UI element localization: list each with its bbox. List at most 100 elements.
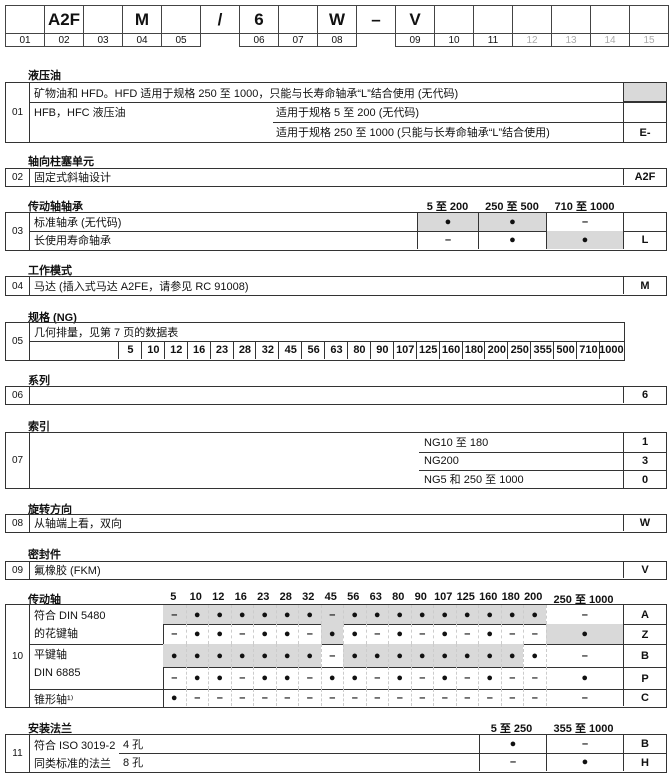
size-value: 710 <box>576 341 600 359</box>
shaft-size-header: 23 <box>257 591 270 603</box>
shaft-type-label: 锥形轴¹⁾ <box>34 691 73 709</box>
type-code-position-cell: M <box>122 5 162 34</box>
code-cell: 1 <box>623 433 666 452</box>
section-number: 11 <box>6 735 30 772</box>
position-number: 12 <box>512 34 552 47</box>
type-code-position-cell <box>629 5 669 34</box>
availability-mark: – <box>433 689 456 706</box>
position-number: 01 <box>5 34 45 47</box>
bearing-option-label: 标准轴承 (无代码) <box>34 217 122 229</box>
size-value: 56 <box>301 341 325 359</box>
type-code-position-cell <box>590 5 630 34</box>
availability-mark: ● <box>185 644 208 667</box>
section-title-mounting-flange: 安装法兰 <box>28 723 72 735</box>
index-option-label: NG200 <box>424 454 459 467</box>
availability-mark: ● <box>208 624 231 644</box>
section-title-index: 索引 <box>28 421 50 433</box>
section-number: 05 <box>6 323 30 360</box>
divider <box>163 689 666 690</box>
shaft-type-label-line: 锥形轴¹⁾ <box>34 694 74 706</box>
bearing-option-label: 长使用寿命轴承 <box>34 235 111 247</box>
shaft-size-header: 250 至 1000 <box>553 594 614 606</box>
availability-mark: ● <box>208 644 231 667</box>
availability-mark: – <box>455 689 479 706</box>
availability-mark: – <box>365 624 389 644</box>
availability-mark: – <box>410 624 434 644</box>
size-value: 45 <box>278 341 302 359</box>
availability-mark: ● <box>478 644 501 667</box>
availability-mark: – <box>410 689 434 706</box>
availability-mark: – <box>545 689 624 706</box>
size-range-header: 710 至 1000 <box>554 201 615 213</box>
availability-mark: ● <box>388 605 411 624</box>
availability-mark: ● <box>388 624 411 644</box>
section-number: 06 <box>6 387 30 404</box>
availability-mark: ● <box>455 605 478 624</box>
shaft-type-label-line: 的花键轴 <box>34 628 78 640</box>
type-code-position-cell: 6 <box>239 5 279 34</box>
availability-mark: ● <box>433 624 456 644</box>
availability-mark: ● <box>320 667 344 689</box>
availability-mark: ● <box>253 605 276 624</box>
section-08-box: 08 从轴端上看，双向 W <box>5 514 667 533</box>
code-cell-empty <box>623 83 666 102</box>
section-03-box: 03 标准轴承 (无代码) ● ● – 长使用寿命轴承 – ● ● L <box>5 212 667 251</box>
section-title-operation-mode: 工作模式 <box>28 265 72 277</box>
section-10-box: 10 符合 DIN 5480 的花键轴 平键轴 DIN 6885 锥形轴¹⁾ – ● ● ● ● ●… <box>5 604 667 708</box>
size-value: 180 <box>461 341 486 359</box>
availability-mark: ● <box>433 644 456 667</box>
availability-mark: – <box>545 644 624 667</box>
section-number: 08 <box>6 515 30 532</box>
availability-mark: – <box>410 667 434 689</box>
position-number: 09 <box>395 34 435 47</box>
size-value: 5 <box>118 341 142 359</box>
code-cell: C <box>623 689 666 706</box>
position-number: 10 <box>434 34 474 47</box>
availability-mark: ● <box>275 624 299 644</box>
availability-mark: ● <box>298 605 321 624</box>
position-number: 15 <box>629 34 669 47</box>
divider <box>29 231 666 232</box>
fluid-option-mineral: 矿物油和 HFD。HFD 适用于规格 250 至 1000，只能与长寿命轴承“L… <box>34 87 459 100</box>
divider <box>163 624 666 625</box>
position-number: 05 <box>161 34 201 47</box>
size-value: 10 <box>140 341 165 359</box>
position-number: 07 <box>278 34 318 47</box>
availability-mark: – <box>320 605 343 624</box>
availability-mark: ● <box>478 213 546 231</box>
divider <box>119 753 666 754</box>
position-number: 13 <box>551 34 591 47</box>
shaft-size-header: 160 <box>479 591 498 603</box>
size-value: 12 <box>163 341 188 359</box>
size-value: 200 <box>484 341 508 359</box>
availability-mark: ● <box>275 644 298 667</box>
size-value: 63 <box>324 341 348 359</box>
availability-mark: – <box>523 624 546 644</box>
availability-mark: ● <box>523 605 546 624</box>
availability-mark: – <box>185 689 209 706</box>
availability-mark: ● <box>185 624 209 644</box>
flange-hole-option: 4 孔 <box>123 739 144 751</box>
section-01-box: 01 矿物油和 HFD。HFD 适用于规格 250 至 1000，只能与长寿命轴… <box>5 82 667 143</box>
size-value: 1000 <box>598 341 624 359</box>
type-code-position-cell <box>473 5 513 34</box>
section-09-box: 09 氟橡胶 (FKM) V <box>5 561 667 580</box>
availability-mark: ● <box>388 644 411 667</box>
option-text: 从轴端上看，双向 <box>34 518 122 530</box>
divider <box>163 667 666 668</box>
size-range-header: 5 至 200 <box>426 201 469 213</box>
shaft-size-header: 32 <box>302 591 315 603</box>
availability-mark: ● <box>365 644 388 667</box>
code-cell: P <box>623 667 666 689</box>
code-cell: E- <box>623 122 666 142</box>
section-number: 02 <box>6 169 30 186</box>
availability-mark: ● <box>478 624 501 644</box>
size-value: 23 <box>209 341 234 359</box>
availability-mark: ● <box>417 213 478 231</box>
code-cell-empty <box>623 102 666 122</box>
availability-mark: ● <box>230 644 253 667</box>
availability-mark: ● <box>275 667 299 689</box>
availability-mark: – <box>298 689 321 706</box>
position-number: 03 <box>83 34 123 47</box>
